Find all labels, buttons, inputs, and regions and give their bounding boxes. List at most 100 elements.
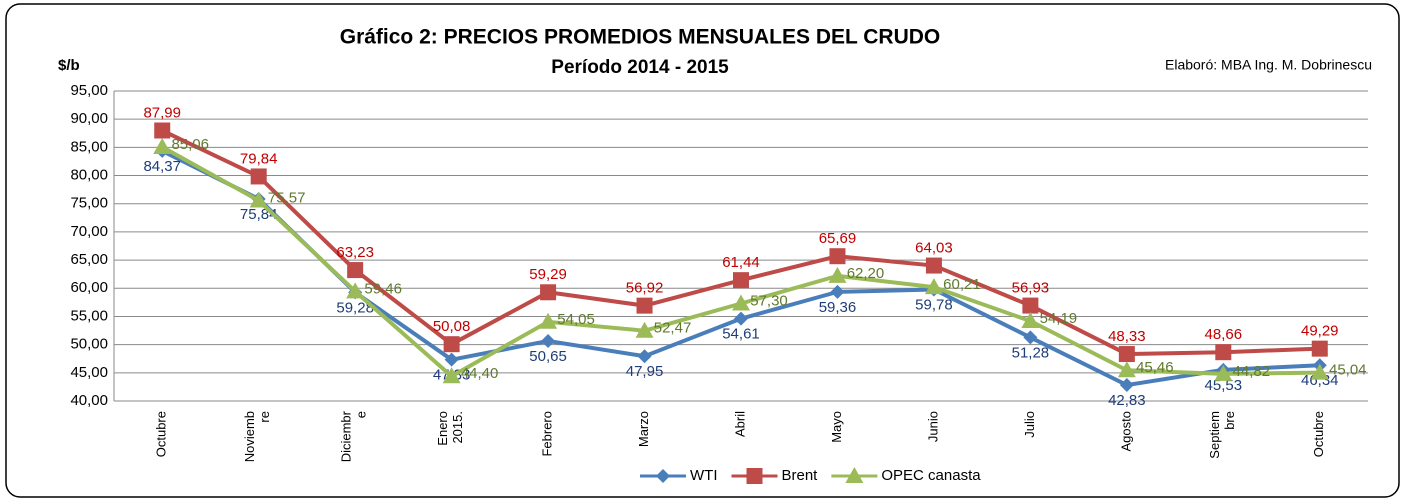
data-label: 62,20 bbox=[847, 265, 885, 282]
data-label: 44,40 bbox=[461, 365, 499, 382]
legend-label: Brent bbox=[782, 467, 819, 484]
point bbox=[828, 266, 847, 283]
point bbox=[347, 262, 364, 279]
x-tick-label: Octubre bbox=[154, 411, 169, 457]
x-tick-label: Agosto bbox=[1118, 411, 1133, 451]
data-label: 79,84 bbox=[240, 150, 278, 167]
y-tick-label: 85,00 bbox=[70, 138, 108, 155]
data-label: 52,47 bbox=[654, 320, 692, 337]
point bbox=[732, 294, 750, 311]
data-label: 45,46 bbox=[1136, 359, 1174, 376]
point bbox=[829, 248, 846, 265]
chart-subtitle: Período 2014 - 2015 bbox=[551, 57, 729, 78]
legend-marker bbox=[845, 467, 864, 483]
data-label: 56,93 bbox=[1012, 280, 1050, 297]
point bbox=[346, 282, 365, 299]
data-label: 61,44 bbox=[722, 254, 760, 271]
data-label: 45,04 bbox=[1329, 362, 1367, 379]
y-tick-label: 65,00 bbox=[70, 251, 108, 268]
data-label: 60,21 bbox=[943, 276, 981, 293]
y-tick-label: 90,00 bbox=[70, 110, 108, 127]
y-tick-label: 55,00 bbox=[70, 307, 108, 324]
point bbox=[443, 336, 460, 353]
point bbox=[636, 297, 653, 314]
data-label: 57,30 bbox=[750, 292, 788, 309]
x-tick-label: Marzo bbox=[636, 411, 651, 447]
data-label: 59,28 bbox=[336, 299, 374, 316]
data-label: 47,95 bbox=[626, 363, 664, 380]
data-label: 65,69 bbox=[819, 230, 857, 247]
y-tick-label: 60,00 bbox=[70, 279, 108, 296]
point bbox=[637, 349, 652, 364]
point bbox=[1022, 297, 1039, 314]
x-tick-label: Diciembre bbox=[339, 410, 369, 462]
point bbox=[1023, 330, 1038, 345]
data-label: 51,28 bbox=[1012, 344, 1050, 361]
y-tick-label: 50,00 bbox=[70, 336, 108, 353]
x-tick-label: Febrero bbox=[540, 411, 555, 457]
point bbox=[154, 122, 171, 139]
point bbox=[1310, 363, 1329, 380]
x-tick-label: Abril bbox=[732, 411, 747, 437]
frame bbox=[5, 3, 1400, 498]
point bbox=[444, 352, 459, 367]
data-label: 75,57 bbox=[268, 189, 306, 206]
y-axis-label: $/b bbox=[58, 57, 80, 74]
data-label: 42,83 bbox=[1108, 392, 1146, 409]
point bbox=[635, 321, 654, 338]
data-label: 63,23 bbox=[336, 244, 374, 261]
data-label: 64,03 bbox=[915, 240, 953, 257]
point bbox=[1214, 364, 1233, 381]
y-tick-label: 75,00 bbox=[70, 195, 108, 212]
legend-label: WTI bbox=[690, 467, 718, 484]
data-label: 54,19 bbox=[1040, 310, 1078, 327]
y-tick-label: 80,00 bbox=[70, 167, 108, 184]
legend-marker bbox=[656, 469, 670, 483]
x-tick-label: Noviembre bbox=[243, 411, 273, 462]
data-label: 50,08 bbox=[433, 318, 471, 335]
data-label: 45,53 bbox=[1205, 377, 1243, 394]
point bbox=[539, 312, 558, 329]
data-label: 44,82 bbox=[1233, 363, 1271, 380]
point bbox=[830, 284, 845, 299]
data-label: 54,05 bbox=[557, 311, 595, 328]
point bbox=[1119, 378, 1134, 393]
data-label: 49,29 bbox=[1301, 323, 1339, 340]
point bbox=[924, 278, 943, 295]
annotation: Elaboró: MBA Ing. M. Dobrinescu bbox=[1165, 57, 1372, 73]
point bbox=[1117, 361, 1136, 378]
x-tick-label: Junio bbox=[925, 411, 940, 442]
data-label: 84,37 bbox=[143, 158, 181, 175]
data-label: 59,78 bbox=[915, 296, 953, 313]
point bbox=[249, 191, 268, 208]
legend-marker bbox=[746, 468, 763, 484]
data-label: 59,36 bbox=[819, 299, 857, 316]
point bbox=[1021, 312, 1040, 329]
data-label: 85,06 bbox=[171, 136, 209, 153]
data-label: 56,92 bbox=[626, 280, 664, 297]
point bbox=[153, 138, 172, 155]
x-tick-label: Septiembre bbox=[1207, 411, 1237, 459]
point bbox=[442, 367, 461, 384]
y-tick-label: 45,00 bbox=[70, 364, 108, 381]
x-tick-label: Enero2015. bbox=[436, 411, 466, 446]
point bbox=[540, 284, 557, 301]
point bbox=[1311, 340, 1328, 357]
data-label: 46,34 bbox=[1301, 372, 1339, 389]
point bbox=[1215, 344, 1232, 361]
chart-title: Gráfico 2: PRECIOS PROMEDIOS MENSUALES D… bbox=[340, 26, 941, 49]
data-label: 50,65 bbox=[529, 348, 567, 365]
legend-label: OPEC canasta bbox=[881, 467, 981, 484]
point bbox=[734, 311, 748, 326]
data-label: 59,29 bbox=[529, 266, 567, 283]
point bbox=[541, 333, 556, 348]
y-tick-label: 70,00 bbox=[70, 223, 108, 240]
data-label: 54,61 bbox=[722, 326, 760, 343]
data-label: 48,33 bbox=[1108, 328, 1146, 345]
x-tick-label: Octubre bbox=[1311, 411, 1326, 457]
data-label: 48,66 bbox=[1205, 326, 1243, 343]
point bbox=[250, 168, 267, 185]
y-tick-label: 95,00 bbox=[70, 82, 108, 99]
point bbox=[733, 272, 749, 289]
